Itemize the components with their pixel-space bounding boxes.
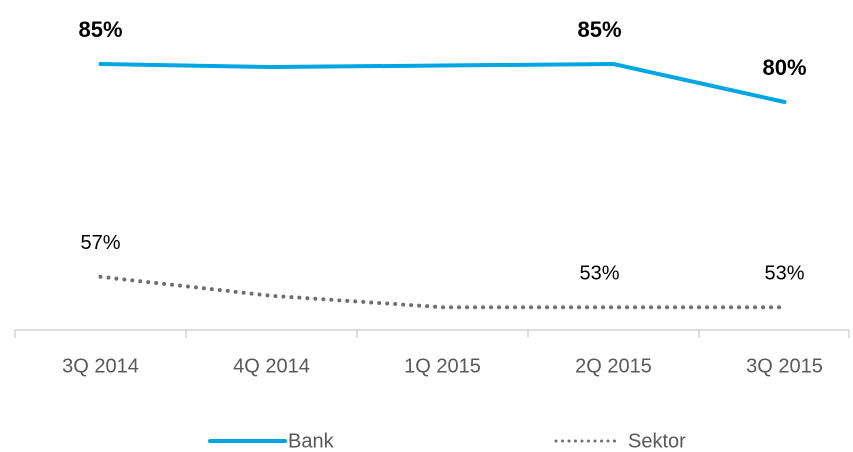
x-tick-label: 2Q 2015 — [575, 355, 652, 377]
legend-label: Sektor — [628, 430, 686, 452]
x-tick-label: 1Q 2015 — [404, 355, 481, 377]
legend-label: Bank — [288, 430, 335, 452]
data-label: 53% — [579, 262, 619, 284]
line-series — [98, 62, 787, 104]
line-series — [98, 274, 787, 310]
x-tick-label: 3Q 2015 — [746, 355, 823, 377]
data-label: 80% — [762, 55, 806, 80]
x-tick-label: 3Q 2014 — [62, 355, 139, 377]
data-label: 53% — [764, 262, 804, 284]
data-label: 85% — [78, 17, 122, 42]
x-tick-label: 4Q 2014 — [233, 355, 310, 377]
data-label: 85% — [577, 17, 621, 42]
data-label: 57% — [80, 232, 120, 254]
